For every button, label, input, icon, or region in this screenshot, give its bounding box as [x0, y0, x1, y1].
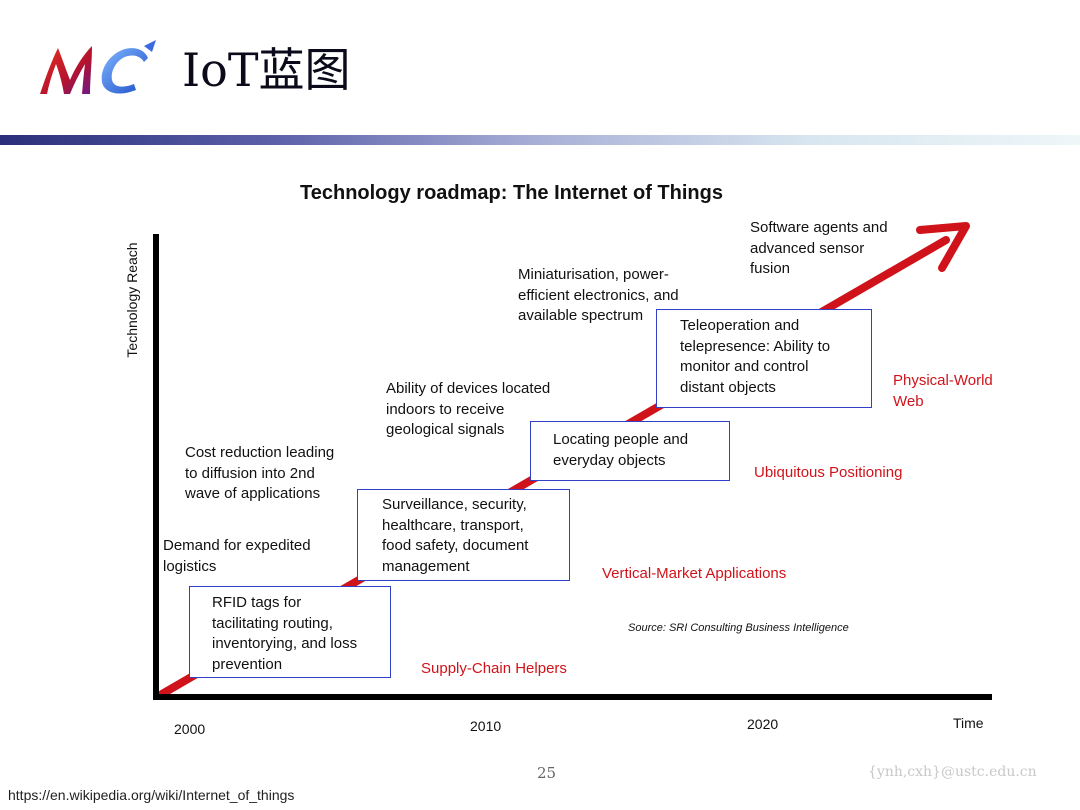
source-url[interactable]: https://en.wikipedia.org/wiki/Internet_o…: [8, 787, 295, 803]
x-tick-2020: 2020: [747, 716, 779, 732]
milestone-teleoperation-line: Teleoperation and: [680, 317, 800, 334]
driver-cost-line: to diffusion into 2nd: [185, 464, 315, 482]
era-physical-world-web-line: Web: [893, 393, 924, 410]
milestone-surveillance-line: healthcare, transport,: [382, 516, 524, 534]
milestone-box-rfid: [189, 586, 391, 678]
milestone-teleoperation-line: monitor and control: [680, 358, 809, 375]
driver-miniaturisation-line: efficient electronics, and: [518, 286, 679, 304]
driver-miniaturisation-line: available spectrum: [518, 307, 644, 324]
milestone-surveillance-line: management: [382, 557, 470, 575]
driver-miniaturisation-line: Miniaturisation, power-: [518, 266, 669, 283]
y-axis-label: Technology Reach: [124, 242, 140, 358]
mc-logo: [40, 40, 156, 94]
milestone-locating-line: everyday objects: [553, 451, 666, 469]
driver-software-line: advanced sensor: [750, 239, 865, 257]
driver-software-line: fusion: [750, 260, 791, 277]
era-ubiquitous-positioning: Ubiquitous Positioning: [754, 464, 903, 481]
era-physical-world-web-line: Physical-World: [893, 372, 993, 389]
driver-indoors-line: geological signals: [386, 421, 505, 438]
milestone-surveillance-line: food safety, document: [382, 537, 529, 554]
milestone-box-surveillance: [357, 489, 570, 581]
x-axis-label: Time: [953, 715, 984, 731]
driver-cost-line: wave of applications: [185, 485, 321, 502]
milestone-surveillance-line: Surveillance, security,: [382, 496, 527, 513]
title-divider: [0, 135, 1080, 145]
footer-email: {ynh,cxh}@ustc.edu.cn: [868, 764, 1037, 780]
driver-indoors-line: Ability of devices located: [386, 380, 551, 397]
source-note: Source: SRI Consulting Business Intellig…: [628, 622, 849, 634]
milestone-rfid-line: tacilitating routing,: [212, 614, 333, 632]
page-number: 25: [537, 764, 557, 782]
x-tick-2010: 2010: [470, 718, 502, 734]
milestone-rfid-line: prevention: [212, 655, 283, 673]
driver-logistics-line: Demand for expedited: [163, 537, 311, 554]
driver-indoors-line: indoors to receive: [386, 400, 505, 418]
slide-title: IoT蓝图: [182, 43, 351, 97]
diagram-title: Technology roadmap: The Internet of Thin…: [300, 182, 723, 204]
milestone-rfid-line: RFID tags for: [212, 594, 302, 611]
x-tick-2000: 2000: [174, 721, 206, 737]
driver-logistics-line: logistics: [163, 557, 217, 575]
milestone-box-locating: [530, 421, 730, 481]
milestone-teleoperation-line: telepresence: Ability to: [680, 337, 831, 355]
milestone-box-teleoperation: [656, 309, 872, 408]
milestone-locating-line: Locating people and: [553, 431, 689, 448]
era-supply-chain: Supply-Chain Helpers: [421, 660, 567, 677]
milestone-teleoperation-line: distant objects: [680, 378, 776, 396]
growth-arrow-head: [916, 222, 970, 272]
milestone-rfid-line: inventorying, and loss: [212, 635, 358, 652]
driver-cost-line: Cost reduction leading: [185, 444, 335, 461]
era-vertical-market: Vertical-Market Applications: [602, 565, 787, 582]
driver-software-line: Software agents and: [750, 219, 888, 236]
